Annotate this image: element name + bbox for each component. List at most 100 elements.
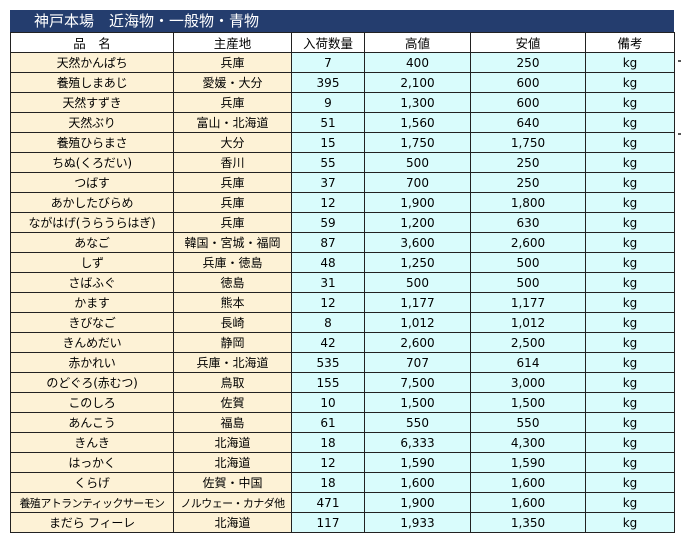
cell-low-price: 500 xyxy=(470,272,586,293)
cell-quantity: 10 xyxy=(291,392,365,413)
column-header-high-price: 高値 xyxy=(364,32,471,53)
column-header-low-price: 安値 xyxy=(470,32,586,53)
cell-origin: 北海道 xyxy=(173,452,292,473)
cell-high-price: 1,900 xyxy=(364,492,471,513)
cell-low-price: 1,600 xyxy=(470,472,586,493)
cell-quantity: 48 xyxy=(291,252,365,273)
cell-note: kg xyxy=(585,452,675,473)
cell-high-price: 550 xyxy=(364,412,471,433)
cell-low-price: 2,500 xyxy=(470,332,586,353)
cell-origin: 兵庫 xyxy=(173,172,292,193)
cell-note: kg xyxy=(585,252,675,273)
cell-quantity: 395 xyxy=(291,72,365,93)
table-row: 養殖しまあじ 愛媛・大分 395 2,100 600 kg xyxy=(10,72,675,93)
cell-note: kg xyxy=(585,372,675,393)
cell-high-price: 7,500 xyxy=(364,372,471,393)
cell-name: きびなご xyxy=(10,312,174,333)
cell-high-price: 1,590 xyxy=(364,452,471,473)
cell-high-price: 500 xyxy=(364,152,471,173)
table-row: さばふぐ 徳島 31 500 500 kg xyxy=(10,272,675,293)
cell-name: きんめだい xyxy=(10,332,174,353)
cell-note: kg xyxy=(585,172,675,193)
cell-high-price: 1,500 xyxy=(364,392,471,413)
cell-low-price: 1,177 xyxy=(470,292,586,313)
cell-origin: 兵庫・徳島 xyxy=(173,252,292,273)
page-title: 神戸本場 近海物・一般物・青物 xyxy=(10,10,674,32)
cell-high-price: 6,333 xyxy=(364,432,471,453)
cell-note: kg xyxy=(585,112,675,133)
table-row: 養殖ひらまさ 大分 15 1,750 1,750 kg xyxy=(10,132,675,153)
cell-name: 養殖ひらまさ xyxy=(10,132,174,153)
cell-note: kg xyxy=(585,92,675,113)
cell-low-price: 4,300 xyxy=(470,432,586,453)
cell-high-price: 1,600 xyxy=(364,472,471,493)
cell-note: kg xyxy=(585,292,675,313)
cell-origin: 韓国・宮城・福岡 xyxy=(173,232,292,253)
cell-name: かます xyxy=(10,292,174,313)
column-header-name: 品 名 xyxy=(10,32,174,53)
cell-high-price: 500 xyxy=(364,272,471,293)
cell-name: 天然すずき xyxy=(10,92,174,113)
cell-origin: 佐賀・中国 xyxy=(173,472,292,493)
cell-origin: 香川 xyxy=(173,152,292,173)
cell-low-price: 500 xyxy=(470,252,586,273)
cell-low-price: 1,500 xyxy=(470,392,586,413)
table-row: きんき 北海道 18 6,333 4,300 kg xyxy=(10,432,675,453)
cell-low-price: 250 xyxy=(470,52,586,73)
table-row: きんめだい 静岡 42 2,600 2,500 kg xyxy=(10,332,675,353)
cell-note: kg xyxy=(585,212,675,233)
cell-high-price: 1,750 xyxy=(364,132,471,153)
cell-name: のどぐろ(赤むつ) xyxy=(10,372,174,393)
cell-quantity: 18 xyxy=(291,432,365,453)
cell-quantity: 7 xyxy=(291,52,365,73)
table-row: このしろ 佐賀 10 1,500 1,500 kg xyxy=(10,392,675,413)
cell-low-price: 1,800 xyxy=(470,192,586,213)
cell-name: ちぬ(くろだい) xyxy=(10,152,174,173)
cell-note: kg xyxy=(585,192,675,213)
cell-name: あんこう xyxy=(10,412,174,433)
cell-origin: 北海道 xyxy=(173,512,292,533)
cell-high-price: 3,600 xyxy=(364,232,471,253)
cell-name: 養殖しまあじ xyxy=(10,72,174,93)
table-body: 天然かんぱち 兵庫 7 400 250 kg 養殖しまあじ 愛媛・大分 395 2,100 600 k… xyxy=(10,52,675,533)
table-row: 赤かれい 兵庫・北海道 535 707 614 kg xyxy=(10,352,675,373)
table-row: あなご 韓国・宮城・福岡 87 3,600 2,600 kg xyxy=(10,232,675,253)
cell-note: kg xyxy=(585,512,675,533)
cell-high-price: 400 xyxy=(364,52,471,73)
cell-note: kg xyxy=(585,352,675,373)
table-row: しず 兵庫・徳島 48 1,250 500 kg xyxy=(10,252,675,273)
cell-low-price: 1,590 xyxy=(470,452,586,473)
edge-mark xyxy=(678,133,681,135)
cell-note: kg xyxy=(585,132,675,153)
cell-note: kg xyxy=(585,332,675,353)
price-table: 品 名 主産地 入荷数量 高値 安値 備考 天然かんぱち 兵庫 7 400 250 kg 養… xyxy=(10,32,675,533)
cell-low-price: 550 xyxy=(470,412,586,433)
cell-name: きんき xyxy=(10,432,174,453)
cell-low-price: 630 xyxy=(470,212,586,233)
cell-quantity: 51 xyxy=(291,112,365,133)
cell-note: kg xyxy=(585,232,675,253)
cell-low-price: 250 xyxy=(470,152,586,173)
cell-note: kg xyxy=(585,432,675,453)
cell-name: あなご xyxy=(10,232,174,253)
cell-name: 養殖アトランティックサーモン xyxy=(10,492,174,513)
cell-name: このしろ xyxy=(10,392,174,413)
cell-note: kg xyxy=(585,72,675,93)
column-header-origin: 主産地 xyxy=(173,32,292,53)
cell-high-price: 1,560 xyxy=(364,112,471,133)
cell-quantity: 117 xyxy=(291,512,365,533)
table-row: くらげ 佐賀・中国 18 1,600 1,600 kg xyxy=(10,472,675,493)
cell-quantity: 12 xyxy=(291,192,365,213)
cell-name: つばす xyxy=(10,172,174,193)
cell-note: kg xyxy=(585,492,675,513)
cell-note: kg xyxy=(585,52,675,73)
cell-quantity: 59 xyxy=(291,212,365,233)
cell-origin: 北海道 xyxy=(173,432,292,453)
cell-name: くらげ xyxy=(10,472,174,493)
cell-origin: 富山・北海道 xyxy=(173,112,292,133)
table-row: あかしたびらめ 兵庫 12 1,900 1,800 kg xyxy=(10,192,675,213)
cell-origin: 静岡 xyxy=(173,332,292,353)
cell-high-price: 1,177 xyxy=(364,292,471,313)
cell-origin: 徳島 xyxy=(173,272,292,293)
table-row: あんこう 福島 61 550 550 kg xyxy=(10,412,675,433)
